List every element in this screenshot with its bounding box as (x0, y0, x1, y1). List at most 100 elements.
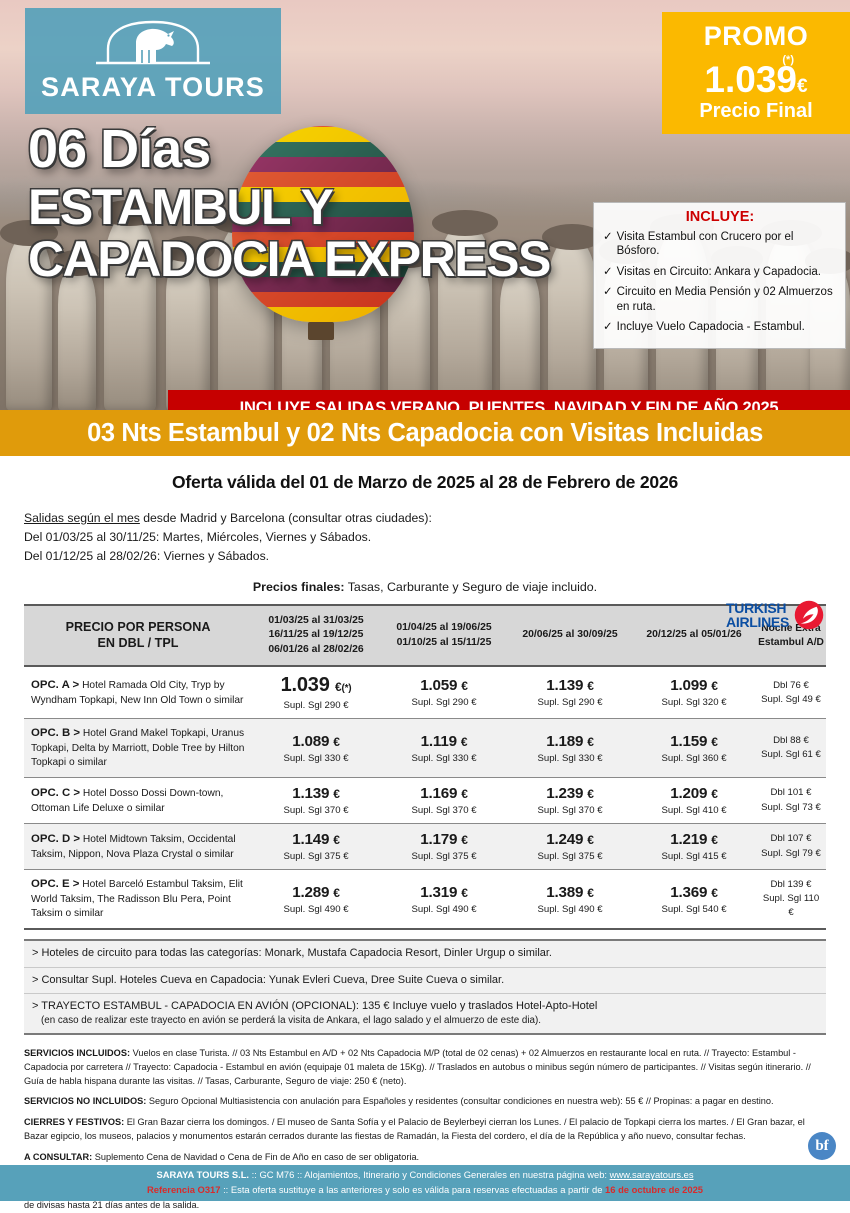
price-value-group: 1.119 € (383, 733, 505, 750)
footer-website-link[interactable]: www.sarayatours.es (609, 1169, 694, 1181)
price-currency: € (587, 734, 594, 749)
table-row: OPC. E > Hotel Barceló Estambul Taksim, … (24, 869, 826, 931)
extra-night-dbl: Dbl 107 € (770, 833, 812, 845)
price-value: 1.289 (292, 883, 330, 901)
price-value-group: 1.239 € (511, 785, 629, 802)
includes-title: INCLUYE: (685, 209, 755, 225)
price-supplement: Supl. Sgl 375 € (283, 851, 349, 863)
price-cell: 1.139 € Supl. Sgl 370 € (252, 777, 380, 825)
extra-night-cell: Dbl 107 € Supl. Sgl 79 € (756, 823, 826, 871)
includes-item-text: Visita Estambul con Crucero por el Bósfo… (616, 231, 794, 258)
period-line: 06/01/26 al 28/02/26 (268, 643, 364, 655)
fineprint-included-label: SERVICIOS INCLUIDOS: (24, 1048, 131, 1059)
price-cell: 1.139 € Supl. Sgl 290 € (508, 666, 632, 720)
note-flight-option: > TRAYECTO ESTAMBUL - CAPADOCIA EN AVIÓN… (24, 993, 826, 1036)
price-currency: € (711, 787, 718, 802)
hero-banner: SARAYA TOURS 06 Días ESTAMBUL Y CAPADOCI… (0, 0, 850, 410)
price-value-group: 1.139 € (511, 677, 629, 694)
extra-header-line1: Noche Extra (761, 622, 821, 634)
footer-line-1: SARAYA TOURS S.L. :: GC M76 :: Alojamien… (156, 1168, 693, 1183)
price-cell: 1.039 €(*) Supl. Sgl 290 € (252, 666, 380, 720)
price-value: 1.149 (292, 831, 330, 849)
price-value: 1.139 (292, 785, 330, 803)
includes-item: ✓ Visita Estambul con Crucero por el Bós… (603, 230, 837, 259)
price-value: 1.159 (670, 732, 708, 750)
footer-line-2: Referencia O317 :: Esta oferta sustituye… (147, 1183, 703, 1198)
price-cell: 1.239 € Supl. Sgl 370 € (508, 777, 632, 825)
offer-validity: Oferta válida del 01 de Marzo de 2025 al… (171, 472, 679, 492)
price-value: 1.119 (420, 732, 457, 750)
option-code: OPC. A > (31, 679, 80, 691)
price-cell: 1.369 € Supl. Sgl 540 € (632, 869, 756, 931)
page-footer: SARAYA TOURS S.L. :: GC M76 :: Alojamien… (0, 1165, 850, 1201)
promo-price: 1.039€ (662, 61, 850, 98)
price-table: PRECIO POR PERSONA EN DBL / TPL 01/03/25… (24, 603, 826, 931)
hot-air-balloon-icon (232, 126, 414, 322)
option-hotels: Hotel Ramada Old City, Tryp by Wyndham T… (31, 680, 244, 706)
price-currency: € (711, 833, 718, 848)
price-supplement: Supl. Sgl 540 € (661, 903, 727, 915)
departures-heading-underlined: Salidas según el mes (24, 511, 140, 525)
departures-line-2: Del 01/12/25 al 28/02/26: Viernes y Sába… (24, 548, 270, 563)
price-cell: 1.319 € Supl. Sgl 490 € (380, 869, 508, 931)
orange-highlight-band: 03 Nts Estambul y 02 Nts Capadocia con V… (0, 410, 850, 456)
extra-night-cell: Dbl 101 € Supl. Sgl 73 € (756, 777, 826, 825)
price-supplement: Supl. Sgl 370 € (283, 805, 349, 817)
row-option-b: OPC. B > Hotel Grand Makel Topkapi, Uran… (24, 718, 252, 779)
note-circuit-hotels: > Hoteles de circuito para todas las cat… (24, 939, 826, 968)
period-line: 01/10/25 al 15/11/25 (396, 636, 492, 648)
period-line: 01/03/25 al 31/03/25 (268, 614, 364, 626)
fineprint-consult: A CONSULTAR: Suplemento Cena de Navidad … (24, 1151, 826, 1165)
bf-badge-icon: bf (808, 1132, 836, 1160)
includes-item: ✓ Incluye Vuelo Capadocia - Estambul. (603, 320, 837, 334)
header-period-3: 20/06/25 al 30/09/25 (508, 603, 632, 668)
price-currency: € (461, 787, 468, 802)
price-value: 1.169 (420, 785, 458, 803)
price-supplement: Supl. Sgl 375 € (537, 851, 603, 863)
includes-item: ✓ Visitas en Circuito: Ankara y Capadoci… (603, 265, 837, 279)
table-row: OPC. A > Hotel Ramada Old City, Tryp by … (24, 666, 826, 720)
header-main-line2: EN DBL / TPL (97, 635, 179, 650)
check-mark-icon: ✓ (603, 231, 613, 243)
fineprint-consult-text: Suplemento Cena de Navidad o Cena de Fin… (92, 1151, 420, 1162)
price-value: 1.039 (280, 674, 330, 697)
saraya-horse-arch-logo-icon (96, 20, 210, 65)
promo-badge: PROMO (*) 1.039€ Precio Final (662, 12, 850, 134)
option-hotels: Hotel Barceló Estambul Taksim, Elit Worl… (31, 879, 243, 920)
includes-item-text: Incluye Vuelo Capadocia - Estambul. (616, 320, 805, 333)
table-row: OPC. D > Hotel Midtown Taksim, Occidenta… (24, 823, 826, 871)
extra-night-sgl: Supl. Sgl 110 € (762, 893, 820, 919)
header-period-1: 01/03/25 al 31/03/25 16/11/25 al 19/12/2… (252, 603, 380, 668)
includes-item: ✓ Circuito en Media Pensión y 02 Almuerz… (603, 285, 837, 314)
price-cell: 1.059 € Supl. Sgl 290 € (380, 666, 508, 720)
price-value: 1.139 (546, 677, 584, 695)
departures-heading-rest: desde Madrid y Barcelona (consultar otra… (139, 511, 432, 525)
price-value: 1.369 (670, 883, 708, 901)
price-currency: € (333, 833, 340, 848)
price-value-group: 1.179 € (383, 831, 505, 848)
price-table-head: PRECIO POR PERSONA EN DBL / TPL 01/03/25… (24, 603, 826, 668)
extra-night-dbl: Dbl 139 € (770, 878, 812, 890)
note-row: > TRAYECTO ESTAMBUL - CAPADOCIA EN AVIÓN… (24, 993, 826, 1036)
price-currency: € (460, 734, 468, 749)
price-value-group: 1.389 € (511, 884, 629, 901)
price-value: 1.179 (420, 831, 458, 849)
price-supplement: Supl. Sgl 490 € (411, 903, 477, 915)
hero-days: 06 Días (28, 119, 211, 179)
price-value-group: 1.289 € (255, 884, 377, 901)
hero-title-line2: CAPADOCIA EXPRESS (28, 231, 551, 287)
footer-line2-text: :: Esta oferta sustituye a las anteriore… (220, 1184, 606, 1195)
table-header-row: PRECIO POR PERSONA EN DBL / TPL 01/03/25… (24, 603, 826, 668)
price-supplement: Supl. Sgl 410 € (661, 805, 727, 817)
extra-night-cell: Dbl 76 € Supl. Sgl 49 € (756, 666, 826, 720)
departures-heading: Salidas según el mes desde Madrid y Barc… (24, 509, 826, 528)
price-cell: 1.149 € Supl. Sgl 375 € (252, 823, 380, 871)
price-value-group: 1.189 € (511, 733, 629, 750)
period-line: 20/06/25 al 30/09/25 (522, 629, 618, 641)
fineprint-closures: CIERRES Y FESTIVOS: El Gran Bazar cierra… (24, 1116, 826, 1144)
header-period-2: 01/04/25 al 19/06/25 01/10/25 al 15/11/2… (380, 603, 508, 668)
price-value: 1.059 (420, 677, 458, 695)
price-currency: € (461, 885, 468, 900)
price-currency: € (333, 734, 340, 749)
airline-name-line1: TURKISH (726, 600, 787, 616)
